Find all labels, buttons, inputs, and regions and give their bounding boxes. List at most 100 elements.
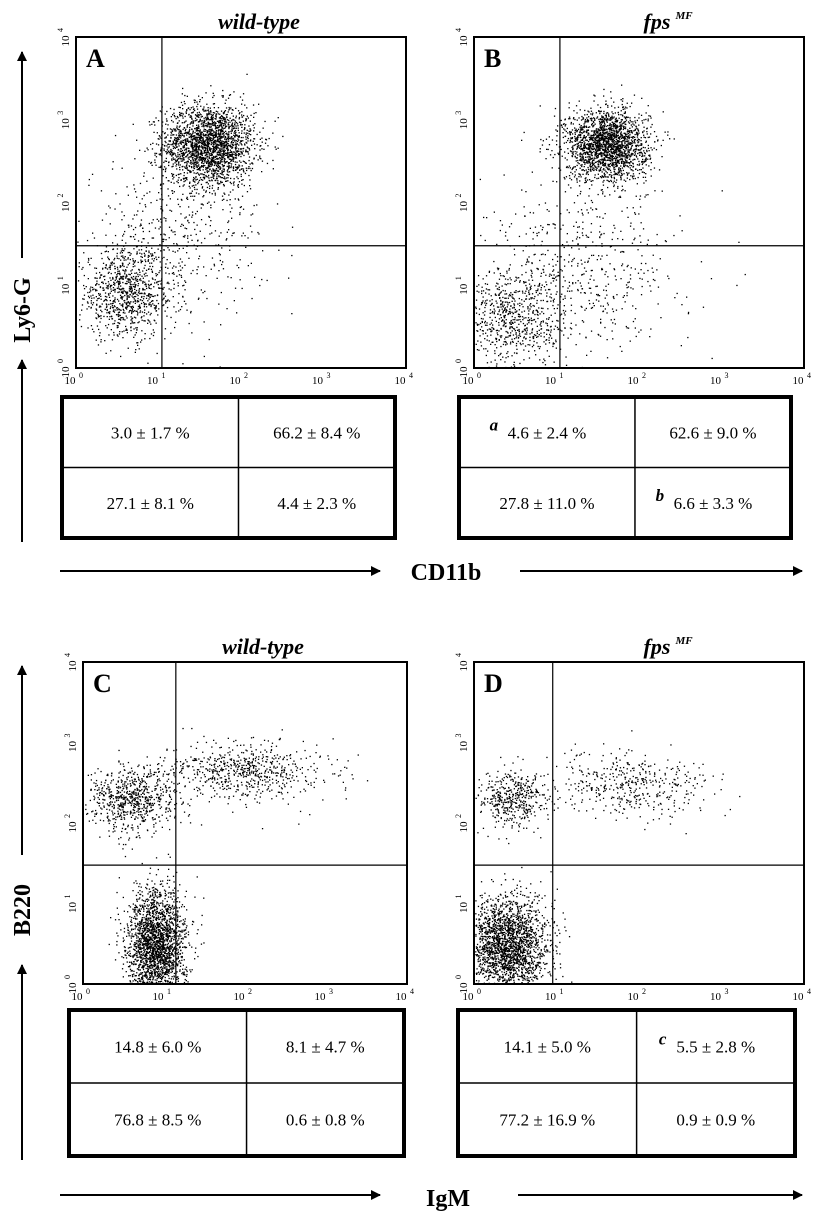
scatter-point (212, 116, 214, 118)
scatter-point (127, 304, 129, 307)
scatter-point (214, 123, 216, 125)
scatter-point (160, 208, 162, 210)
scatter-point (186, 177, 188, 179)
scatter-point (206, 166, 208, 169)
scatter-point (120, 297, 122, 299)
scatter-point (620, 151, 623, 153)
scatter-point (114, 208, 116, 210)
scatter-point (93, 288, 95, 290)
scatter-point (207, 133, 209, 136)
scatter-point (96, 304, 98, 306)
scatter-point (588, 145, 590, 147)
scatter-point (216, 136, 218, 138)
scatter-point (211, 164, 213, 166)
scatter-point (184, 177, 186, 180)
scatter-point (214, 230, 217, 232)
scatter-point (199, 137, 201, 139)
scatter-point (151, 148, 154, 150)
scatter-point (204, 134, 207, 136)
scatter-point (227, 177, 229, 179)
scatter-point (598, 144, 600, 147)
scatter-point (145, 206, 147, 208)
scatter-point (171, 159, 173, 161)
scatter-point (206, 151, 208, 153)
scatter-point (222, 153, 224, 155)
scatter-point (225, 126, 227, 128)
scatter-point (235, 125, 237, 127)
scatter-point (90, 302, 92, 304)
scatter-point (188, 156, 190, 158)
scatter-point (208, 113, 210, 116)
scatter-point (130, 272, 133, 274)
scatter-point (208, 124, 210, 126)
scatter-point (211, 172, 213, 174)
scatter-point (155, 117, 157, 119)
scatter-point (116, 243, 119, 245)
scatter-point (214, 117, 216, 120)
scatter-point (140, 296, 143, 298)
scatter-point (179, 158, 181, 160)
scatter-point (178, 161, 180, 163)
scatter-point (645, 158, 647, 160)
scatter-point (603, 95, 605, 97)
scatter-point (245, 136, 247, 138)
scatter-point (249, 167, 251, 170)
scatter-point (185, 120, 187, 122)
scatter-point (274, 120, 276, 122)
scatter-point (230, 165, 232, 167)
scatter-point (214, 156, 216, 158)
scatter-point (196, 133, 198, 135)
scatter-point (218, 117, 221, 119)
scatter-point (633, 94, 636, 96)
scatter-point (137, 297, 139, 300)
scatter-point (581, 160, 583, 162)
scatter-point (145, 285, 147, 288)
scatter-point (194, 181, 196, 183)
scatter-point (238, 139, 240, 141)
scatter-point (628, 138, 630, 140)
scatter-point (114, 234, 117, 237)
scatter-point (219, 150, 221, 152)
scatter-point (167, 180, 169, 182)
scatter-point (191, 135, 193, 138)
scatter-point (177, 250, 179, 252)
scatter-point (238, 164, 240, 166)
scatter-point (196, 112, 199, 114)
scatter-point (221, 153, 223, 155)
scatter-point (130, 270, 132, 272)
y-tick-exponent: 3 (56, 111, 65, 115)
scatter-point (123, 215, 125, 217)
scatter-point (614, 155, 617, 157)
scatter-point (210, 160, 212, 162)
scatter-point (614, 162, 616, 164)
scatter-point (171, 119, 173, 122)
scatter-point (111, 305, 114, 307)
scatter-point (106, 309, 108, 311)
scatter-point (113, 259, 115, 261)
scatter-point (200, 120, 202, 122)
scatter-point (213, 121, 216, 123)
scatter-point (193, 172, 195, 174)
scatter-point (100, 298, 102, 300)
scatter-point (128, 296, 130, 298)
scatter-point (207, 160, 209, 162)
scatter-point (116, 252, 118, 255)
scatter-point (137, 305, 140, 308)
scatter-point (625, 134, 627, 136)
scatter-point (189, 187, 191, 189)
scatter-point (208, 156, 210, 158)
scatter-point (227, 144, 230, 146)
scatter-point (141, 253, 143, 255)
scatter-point (159, 136, 161, 138)
scatter-point (131, 311, 133, 313)
scatter-point (637, 139, 639, 141)
scatter-point (581, 165, 583, 168)
scatter-point (126, 292, 129, 294)
scatter-point (207, 164, 210, 167)
scatter-point (178, 262, 180, 264)
scatter-point (204, 144, 206, 146)
scatter-point (605, 156, 607, 158)
scatter-point (282, 135, 284, 138)
scatter-point (92, 232, 94, 234)
scatter-point (141, 260, 144, 262)
